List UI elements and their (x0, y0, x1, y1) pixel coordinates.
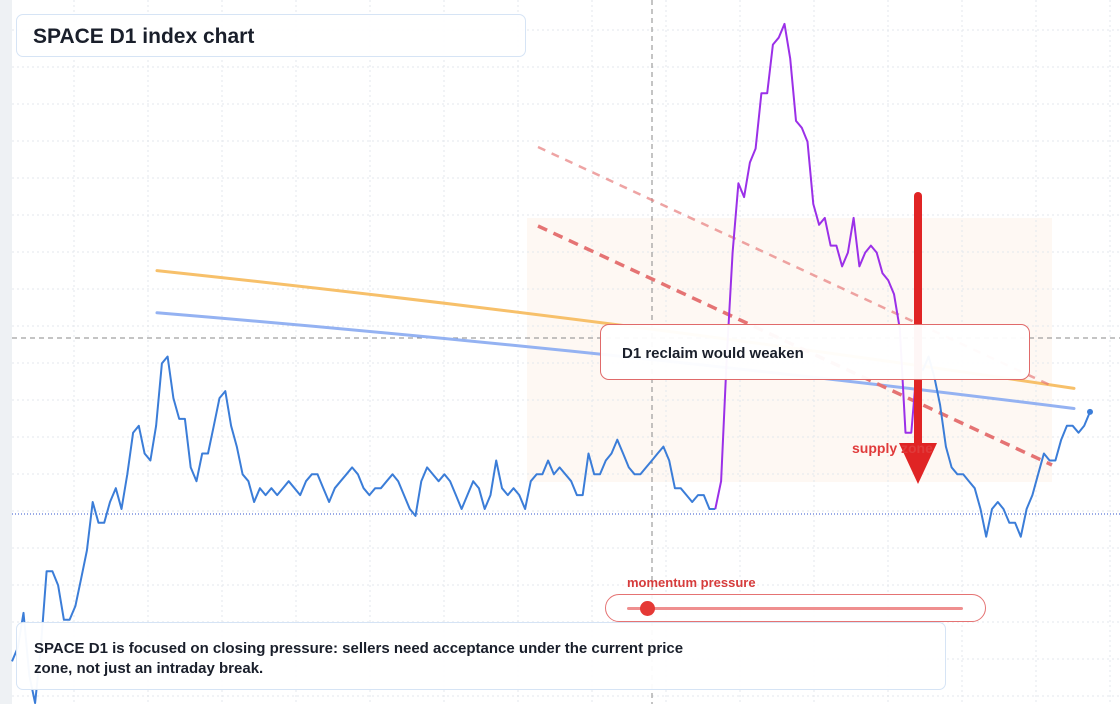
title-card: SPACE D1 index chart (16, 14, 526, 57)
last-price-dot (1087, 408, 1093, 415)
price-series (11, 22, 1091, 704)
down-arrow-head (899, 443, 937, 484)
momentum-label: momentum pressure (627, 575, 756, 590)
down-arrow (899, 192, 937, 484)
callout-card: D1 reclaim would weaken (600, 324, 1030, 380)
momentum-track (627, 607, 963, 610)
caption-card: SPACE D1 is focused on closing pressure:… (16, 622, 946, 690)
resistance-channel-lower (537, 224, 1053, 467)
momentum-knob (640, 601, 656, 616)
price-line-highlight-segment (714, 22, 924, 510)
chart-title: SPACE D1 index chart (33, 25, 255, 48)
supply-zone-label: supply zone (852, 440, 933, 456)
caption-text: SPACE D1 is focused on closing pressure:… (34, 640, 684, 677)
price-line-segment (921, 355, 1091, 538)
price-line-segment (11, 355, 716, 704)
callout-text: D1 reclaim would weaken (622, 345, 804, 362)
left-edge-strip (0, 0, 12, 704)
momentum-gauge (605, 594, 986, 622)
